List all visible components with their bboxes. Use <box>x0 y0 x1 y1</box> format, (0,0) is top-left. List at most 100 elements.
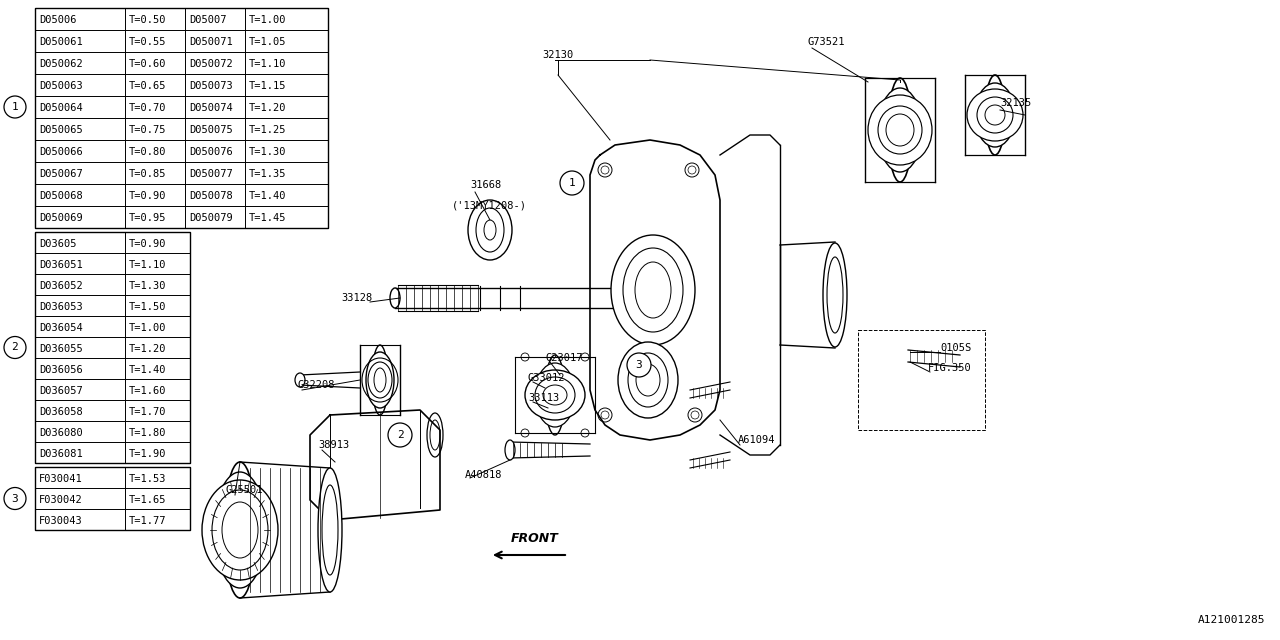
Text: 1: 1 <box>12 102 18 112</box>
Ellipse shape <box>294 373 305 387</box>
Text: D050061: D050061 <box>38 37 83 47</box>
Text: 1: 1 <box>568 178 576 188</box>
Text: T=0.85: T=0.85 <box>129 169 166 179</box>
Ellipse shape <box>986 75 1005 155</box>
Text: T=0.95: T=0.95 <box>129 213 166 223</box>
Text: T=0.55: T=0.55 <box>129 37 166 47</box>
Text: F030042: F030042 <box>38 495 83 504</box>
Text: T=1.00: T=1.00 <box>250 15 287 25</box>
Text: T=1.40: T=1.40 <box>250 191 287 201</box>
Text: 38913: 38913 <box>317 440 349 450</box>
Circle shape <box>627 353 652 377</box>
Ellipse shape <box>966 89 1023 141</box>
Text: D036080: D036080 <box>38 428 83 438</box>
Text: F030041: F030041 <box>38 474 83 484</box>
Circle shape <box>388 423 412 447</box>
Text: D036054: D036054 <box>38 323 83 333</box>
Text: T=1.25: T=1.25 <box>250 125 287 135</box>
Text: A121001285: A121001285 <box>1198 615 1265 625</box>
Ellipse shape <box>506 440 515 460</box>
Text: D050076: D050076 <box>189 147 233 157</box>
Text: D050073: D050073 <box>189 81 233 91</box>
Text: T=0.65: T=0.65 <box>129 81 166 91</box>
Text: T=1.10: T=1.10 <box>250 59 287 69</box>
Text: D050064: D050064 <box>38 103 83 113</box>
Ellipse shape <box>618 342 678 418</box>
Circle shape <box>4 96 26 118</box>
Text: ('13MY1208-): ('13MY1208-) <box>452 200 527 210</box>
Text: D036056: D036056 <box>38 365 83 374</box>
Text: FRONT: FRONT <box>511 532 559 545</box>
Ellipse shape <box>823 243 847 347</box>
Ellipse shape <box>525 370 585 420</box>
Bar <box>35 232 189 463</box>
Text: D036058: D036058 <box>38 406 83 417</box>
Text: D036055: D036055 <box>38 344 83 353</box>
Bar <box>35 467 189 530</box>
Text: D050066: D050066 <box>38 147 83 157</box>
Text: T=0.75: T=0.75 <box>129 125 166 135</box>
Text: T=1.10: T=1.10 <box>129 260 166 269</box>
Text: T=1.77: T=1.77 <box>129 516 166 525</box>
Text: D036052: D036052 <box>38 280 83 291</box>
Text: T=1.90: T=1.90 <box>129 449 166 458</box>
Text: T=0.60: T=0.60 <box>129 59 166 69</box>
Text: 3: 3 <box>636 360 643 370</box>
Bar <box>35 8 328 228</box>
Text: D050067: D050067 <box>38 169 83 179</box>
Text: G33012: G33012 <box>529 373 566 383</box>
Circle shape <box>4 337 26 358</box>
Text: F030043: F030043 <box>38 516 83 525</box>
Text: 31668: 31668 <box>470 180 502 190</box>
Text: D050063: D050063 <box>38 81 83 91</box>
Text: FIG.350: FIG.350 <box>928 363 972 373</box>
Text: 32135: 32135 <box>1000 98 1032 108</box>
Ellipse shape <box>202 480 278 580</box>
Ellipse shape <box>611 235 695 345</box>
Text: D036057: D036057 <box>38 385 83 396</box>
Text: T=0.70: T=0.70 <box>129 103 166 113</box>
Ellipse shape <box>372 345 388 415</box>
Text: T=1.53: T=1.53 <box>129 474 166 484</box>
Text: T=1.00: T=1.00 <box>129 323 166 333</box>
Text: T=0.50: T=0.50 <box>129 15 166 25</box>
Circle shape <box>4 488 26 509</box>
Text: 33128: 33128 <box>340 293 372 303</box>
Ellipse shape <box>428 413 443 457</box>
Text: D050068: D050068 <box>38 191 83 201</box>
Text: T=1.50: T=1.50 <box>129 301 166 312</box>
Ellipse shape <box>975 83 1015 147</box>
Text: D05007: D05007 <box>189 15 227 25</box>
Ellipse shape <box>366 352 394 408</box>
Text: T=1.45: T=1.45 <box>250 213 287 223</box>
Text: D050069: D050069 <box>38 213 83 223</box>
Ellipse shape <box>224 462 256 598</box>
Text: T=1.60: T=1.60 <box>129 385 166 396</box>
Text: T=1.65: T=1.65 <box>129 495 166 504</box>
Ellipse shape <box>888 78 911 182</box>
Ellipse shape <box>317 468 342 592</box>
Text: D03605: D03605 <box>38 239 77 248</box>
Text: T=0.80: T=0.80 <box>129 147 166 157</box>
Text: 0105S: 0105S <box>940 343 972 353</box>
Text: G23017: G23017 <box>545 353 582 363</box>
Text: T=1.40: T=1.40 <box>129 365 166 374</box>
Text: D050077: D050077 <box>189 169 233 179</box>
Text: T=0.90: T=0.90 <box>129 239 166 248</box>
Text: D050074: D050074 <box>189 103 233 113</box>
Ellipse shape <box>468 200 512 260</box>
Text: T=1.35: T=1.35 <box>250 169 287 179</box>
Text: G32208: G32208 <box>298 380 335 390</box>
Circle shape <box>561 171 584 195</box>
Text: 33113: 33113 <box>529 393 559 403</box>
Text: D036053: D036053 <box>38 301 83 312</box>
Text: D05006: D05006 <box>38 15 77 25</box>
Text: D050078: D050078 <box>189 191 233 201</box>
Text: D036051: D036051 <box>38 260 83 269</box>
Text: G73521: G73521 <box>808 37 846 47</box>
Text: T=1.05: T=1.05 <box>250 37 287 47</box>
Text: T=1.20: T=1.20 <box>250 103 287 113</box>
Text: D050075: D050075 <box>189 125 233 135</box>
Text: D050079: D050079 <box>189 213 233 223</box>
Text: D050062: D050062 <box>38 59 83 69</box>
